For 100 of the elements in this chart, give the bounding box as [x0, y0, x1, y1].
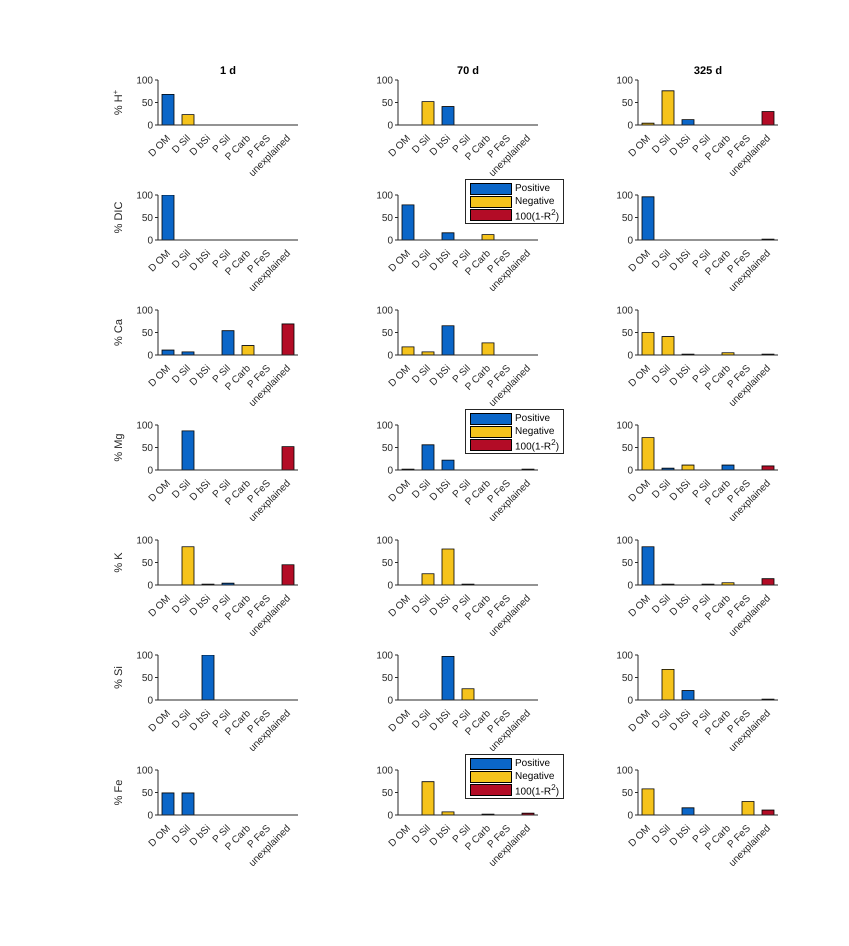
y-tick-label: 50 [382, 673, 394, 684]
y-tick-label: 50 [142, 213, 154, 224]
y-axis-title: % K [113, 552, 125, 573]
y-tick-label: 50 [142, 558, 154, 570]
legend-label: 100(1-R$^{2}$) [515, 206, 560, 222]
x-tick-label: D OM [386, 593, 413, 620]
y-axis-title: % DIC [113, 202, 125, 234]
y-tick-label: 100 [136, 650, 154, 662]
y-tick-label: 100 [376, 306, 394, 317]
y-tick-label: 50 [142, 788, 154, 800]
legend-label: 100(1-R$^{2}$) [515, 782, 560, 798]
y-tick-label: 100 [616, 420, 634, 432]
y-tick-label: 50 [622, 98, 634, 110]
y-axis-title: % Si [113, 666, 125, 689]
y-tick-label: 0 [627, 350, 634, 362]
y-tick-label: 0 [387, 466, 394, 477]
y-tick-label: 50 [382, 328, 394, 340]
y-tick-label: 0 [627, 120, 634, 132]
y-tick-label: 50 [142, 98, 154, 110]
y-tick-label: 100 [376, 766, 394, 777]
x-tick-label: D OM [146, 823, 173, 850]
x-tick-label: D OM [626, 708, 653, 734]
x-tick-label: D OM [146, 248, 173, 274]
x-tick-label: D OM [386, 133, 413, 160]
x-tick-label: D OM [626, 248, 653, 274]
y-tick-label: 0 [147, 350, 154, 362]
y-tick-label: 100 [136, 76, 154, 87]
y-tick-label: 0 [627, 466, 634, 477]
y-tick-label: 0 [147, 120, 154, 132]
y-tick-label: 0 [387, 236, 394, 247]
legend-label: Positive [515, 413, 550, 424]
y-tick-label: 100 [136, 536, 154, 547]
y-tick-label: 0 [147, 696, 154, 707]
y-tick-label: 50 [142, 328, 154, 340]
y-tick-label: 100 [376, 420, 394, 432]
x-tick-label: D OM [146, 133, 173, 160]
y-tick-label: 100 [616, 190, 634, 202]
legend-label: Negative [515, 771, 554, 782]
y-axis-title: % Mg [113, 433, 125, 462]
x-tick-label: D OM [386, 363, 413, 390]
y-tick-label: 100 [136, 306, 154, 317]
y-tick-label: 50 [622, 558, 634, 570]
y-tick-label: 100 [376, 536, 394, 547]
legend-label: Negative [515, 196, 554, 207]
y-tick-label: 100 [616, 76, 634, 87]
chart-title: 325 d [692, 65, 724, 77]
y-tick-label: 100 [136, 420, 154, 432]
y-tick-label: 0 [627, 696, 634, 707]
legend-label: Positive [515, 758, 550, 769]
y-tick-label: 100 [136, 190, 154, 202]
y-tick-label: 50 [622, 673, 634, 684]
y-tick-label: 100 [616, 766, 634, 777]
y-tick-label: 0 [147, 236, 154, 247]
y-tick-label: 100 [616, 650, 634, 662]
x-tick-label: D OM [146, 708, 173, 734]
x-tick-label: D OM [386, 248, 413, 274]
y-tick-label: 0 [387, 120, 394, 132]
x-tick-label: D OM [626, 823, 653, 850]
chart-title: 70 d [456, 65, 480, 77]
chart-title: 1 d [219, 65, 237, 77]
y-tick-label: 100 [136, 766, 154, 777]
x-tick-label: D OM [146, 363, 173, 390]
y-tick-label: 0 [627, 580, 634, 592]
y-tick-label: 50 [622, 213, 634, 224]
y-tick-label: 0 [147, 580, 154, 592]
y-tick-label: 50 [622, 788, 634, 800]
y-tick-label: 0 [627, 236, 634, 247]
y-tick-label: 50 [142, 673, 154, 684]
y-tick-label: 100 [616, 536, 634, 547]
y-tick-label: 0 [387, 696, 394, 707]
x-tick-label: D OM [386, 478, 413, 504]
y-tick-label: 50 [382, 788, 394, 800]
x-tick-label: D OM [626, 133, 653, 160]
y-axis-title: % Ca [113, 318, 125, 346]
y-tick-label: 0 [147, 466, 154, 477]
legend-label: 100(1-R$^{2}$) [515, 436, 560, 452]
legend-label: Positive [515, 183, 550, 194]
y-tick-label: 50 [142, 443, 154, 454]
x-tick-label: D OM [626, 478, 653, 504]
y-tick-label: 50 [382, 443, 394, 454]
y-tick-label: 50 [382, 558, 394, 570]
x-tick-label: D OM [146, 593, 173, 620]
y-tick-label: 0 [387, 810, 394, 822]
x-tick-label: D OM [386, 708, 413, 734]
y-tick-label: 50 [382, 213, 394, 224]
legend-label: Negative [515, 426, 554, 437]
y-tick-label: 0 [387, 350, 394, 362]
y-tick-label: 0 [387, 580, 394, 592]
y-tick-label: 100 [616, 306, 634, 317]
y-tick-label: 100 [376, 650, 394, 662]
y-tick-label: 50 [622, 443, 634, 454]
x-tick-label: D OM [626, 363, 653, 390]
y-axis-title: % Fe [113, 780, 125, 806]
x-tick-label: D OM [146, 478, 173, 504]
y-tick-label: 0 [147, 810, 154, 822]
y-tick-label: 50 [622, 328, 634, 340]
y-tick-label: 100 [376, 76, 394, 87]
x-tick-label: D OM [626, 593, 653, 620]
y-tick-label: 100 [376, 190, 394, 202]
y-tick-label: 0 [627, 810, 634, 822]
